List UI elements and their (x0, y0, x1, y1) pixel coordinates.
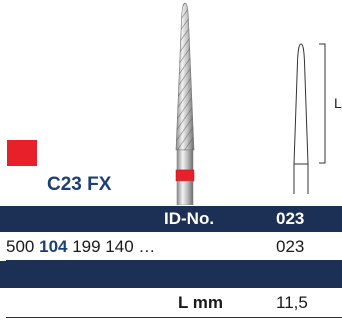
length-value: 11,5 (276, 293, 308, 312)
empty-band (0, 261, 342, 288)
bur-image (175, 2, 195, 205)
product-code: C23 FX (47, 174, 112, 195)
row-divider (6, 260, 342, 261)
reference-id: 023 (276, 237, 305, 256)
dimension-label: L (334, 95, 342, 111)
outline-shape (293, 43, 309, 194)
length-row: L mm 11,5 (0, 288, 342, 318)
reference-row: 500 104 199 140 … 023 (0, 232, 342, 261)
id-header-label: ID-No. (164, 209, 215, 228)
row-divider (6, 317, 342, 318)
id-header-band: ID-No. 023 (0, 206, 342, 232)
color-swatch (7, 140, 37, 166)
bur-color-ring (175, 169, 195, 182)
length-label: L mm (178, 293, 224, 312)
id-header-value: 023 (276, 209, 305, 228)
dimension-line (319, 43, 326, 164)
bur-outline-drawing: L (293, 43, 342, 194)
reference-number: 500 104 199 140 … (6, 237, 156, 256)
